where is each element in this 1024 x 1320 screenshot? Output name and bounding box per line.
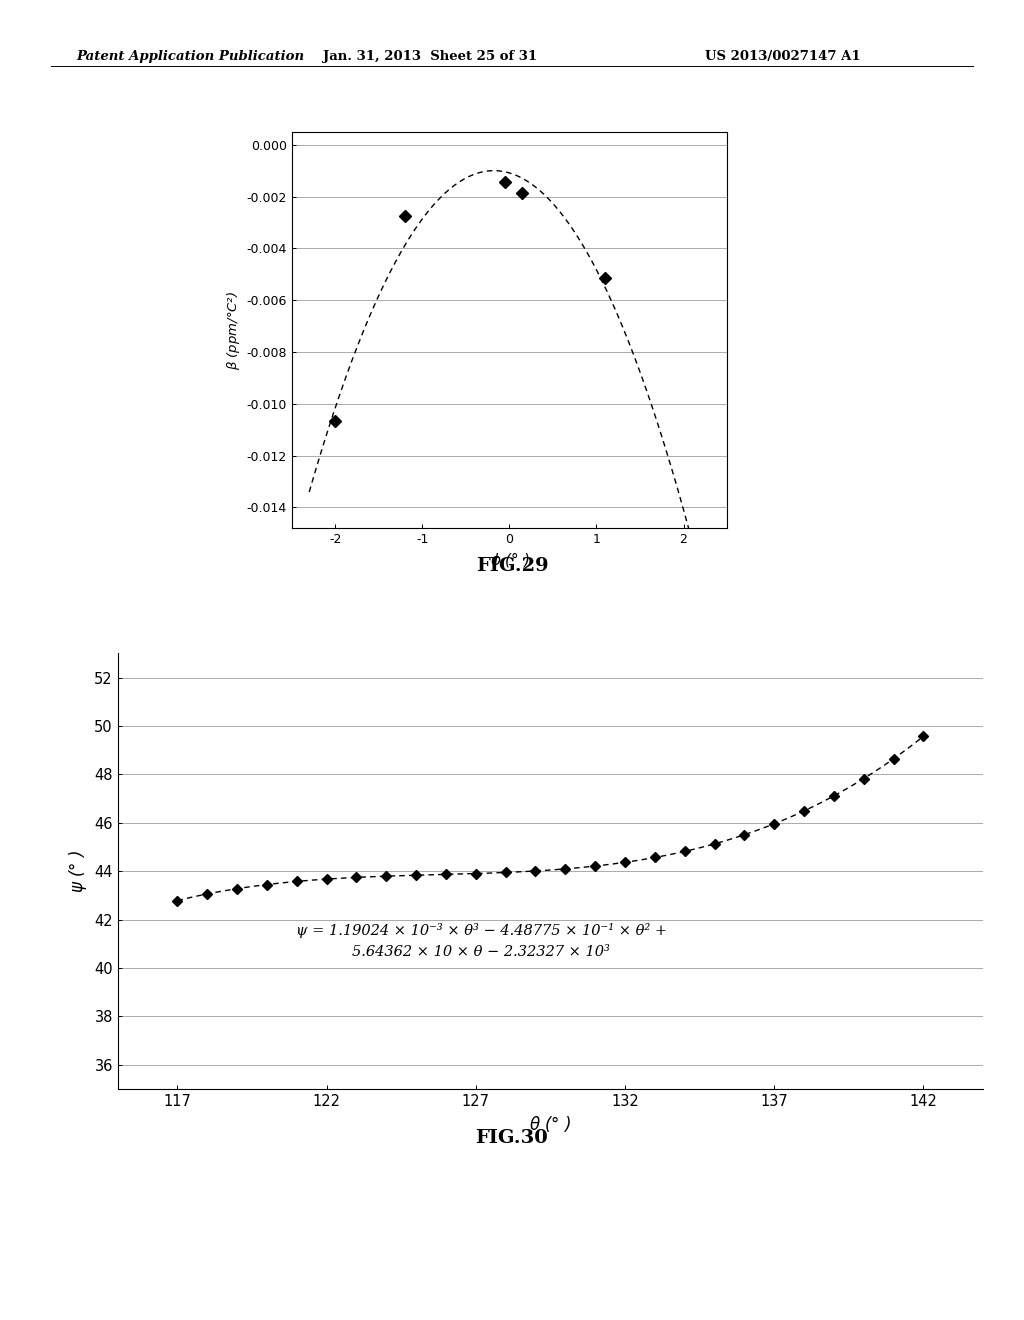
Y-axis label: $\beta$ (ppm/°C²): $\beta$ (ppm/°C²) bbox=[225, 290, 243, 370]
Text: US 2013/0027147 A1: US 2013/0027147 A1 bbox=[705, 50, 860, 63]
Text: FIG.30: FIG.30 bbox=[475, 1129, 549, 1147]
Text: Patent Application Publication: Patent Application Publication bbox=[77, 50, 305, 63]
X-axis label: $\phi$ (° ): $\phi$ (° ) bbox=[489, 550, 529, 570]
Text: ψ = 1.19024 × 10⁻³ × θ³ − 4.48775 × 10⁻¹ × θ² +
5.64362 × 10 × θ − 2.32327 × 10³: ψ = 1.19024 × 10⁻³ × θ³ − 4.48775 × 10⁻¹… bbox=[296, 924, 667, 960]
X-axis label: $\theta$ (° ): $\theta$ (° ) bbox=[529, 1114, 571, 1134]
Text: FIG.29: FIG.29 bbox=[476, 557, 548, 576]
Y-axis label: $\psi$ (° ): $\psi$ (° ) bbox=[67, 850, 89, 892]
Text: Jan. 31, 2013  Sheet 25 of 31: Jan. 31, 2013 Sheet 25 of 31 bbox=[323, 50, 538, 63]
